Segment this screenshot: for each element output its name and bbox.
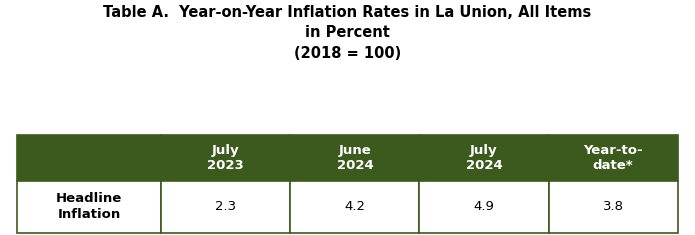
Text: June
2024: June 2024 bbox=[336, 144, 373, 172]
Bar bbox=[548, 135, 678, 181]
Text: Headline
Inflation: Headline Inflation bbox=[56, 192, 122, 221]
Bar bbox=[419, 181, 548, 233]
Bar bbox=[161, 181, 291, 233]
Text: 4.2: 4.2 bbox=[345, 200, 366, 213]
Bar bbox=[161, 135, 291, 181]
Text: 3.8: 3.8 bbox=[603, 200, 623, 213]
Bar bbox=[17, 181, 161, 233]
Text: 4.9: 4.9 bbox=[473, 200, 494, 213]
Text: July
2023: July 2023 bbox=[207, 144, 244, 172]
Bar bbox=[291, 135, 419, 181]
Text: Year-to-
date*: Year-to- date* bbox=[583, 144, 643, 172]
Bar bbox=[291, 181, 419, 233]
Bar bbox=[419, 135, 548, 181]
Text: Table A.  Year-on-Year Inflation Rates in La Union, All Items
in Percent
(2018 =: Table A. Year-on-Year Inflation Rates in… bbox=[104, 5, 591, 60]
Text: July
2024: July 2024 bbox=[466, 144, 502, 172]
Text: 2.3: 2.3 bbox=[215, 200, 236, 213]
Bar bbox=[17, 135, 161, 181]
Bar bbox=[548, 181, 678, 233]
